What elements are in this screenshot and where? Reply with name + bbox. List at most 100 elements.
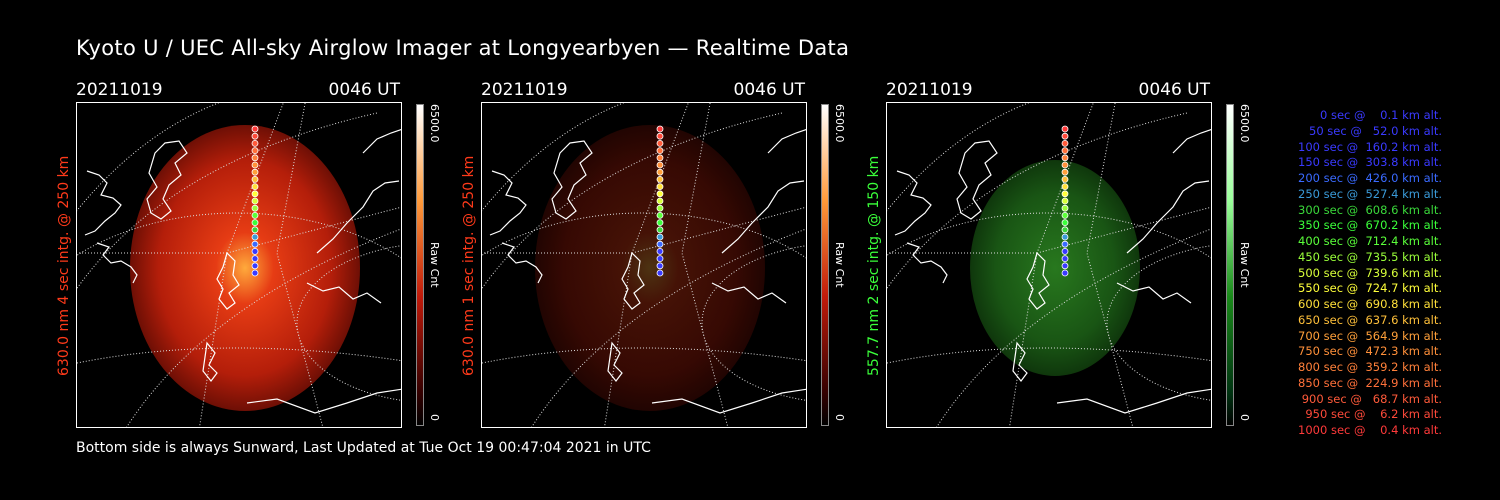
trajectory-point [251, 219, 259, 226]
trajectory-point [1061, 240, 1069, 248]
panel-3-colorbar [1226, 104, 1234, 426]
trajectory-point [656, 190, 664, 198]
panel-1-colorbar-min: 0 [428, 414, 441, 421]
trajectory-point [656, 183, 664, 190]
legend-row-8: 400 sec @ 712.4 km alt. [1298, 234, 1442, 248]
page-title: Kyoto U / UEC All-sky Airglow Imager at … [76, 36, 850, 60]
panel-1-plot [77, 103, 401, 427]
panel-2-colorbar-min: 0 [833, 414, 846, 421]
trajectory-point [1061, 247, 1069, 255]
trajectory-point [1061, 255, 1069, 263]
legend-row-16: 800 sec @ 359.2 km alt. [1298, 360, 1442, 374]
panel-2-time: 0046 UT [733, 80, 806, 100]
trajectory-point [251, 226, 259, 234]
trajectory-point [656, 226, 664, 234]
legend-row-0: 0 sec @ 0.1 km alt. [1319, 108, 1442, 122]
trajectory-point [251, 176, 259, 183]
trajectory-track [656, 125, 664, 277]
trajectory-point [1061, 125, 1069, 133]
legend-row-12: 600 sec @ 690.8 km alt. [1298, 297, 1442, 311]
trajectory-point [656, 240, 664, 248]
trajectory-point [1061, 176, 1069, 183]
trajectory-point [1061, 154, 1069, 162]
panel-3-time: 0046 UT [1138, 80, 1211, 100]
panel-1-colorbar-unit: Raw Cnt [428, 242, 441, 288]
legend-row-2: 100 sec @ 160.2 km alt. [1298, 139, 1442, 154]
panel-2-date: 20211019 [481, 80, 568, 100]
trajectory-point [251, 255, 259, 263]
trajectory-point [656, 233, 664, 241]
trajectory-point [251, 269, 259, 277]
legend-row-5: 250 sec @ 527.4 km alt. [1298, 186, 1442, 201]
trajectory-track [251, 125, 259, 277]
panel-2-colorbar-max: 6500.0 [833, 104, 846, 143]
trajectory-point [1061, 132, 1069, 140]
trajectory-point [251, 212, 259, 219]
trajectory-point [1061, 197, 1069, 205]
panel-2-colorbar-unit: Raw Cnt [833, 242, 846, 288]
panel-1-side-label: 630.0 nm 4 sec intg. @ 250 km [56, 155, 72, 376]
trajectory-point [251, 262, 259, 270]
trajectory-point [251, 190, 259, 198]
trajectory-point [656, 161, 664, 169]
legend-row-19: 950 sec @ 6.2 km alt. [1305, 407, 1442, 422]
panel-3-plot [887, 103, 1211, 427]
trajectory-point [1061, 161, 1069, 169]
trajectory-point [656, 269, 664, 277]
trajectory-point [656, 212, 664, 219]
trajectory-point [1061, 190, 1069, 198]
trajectory-point [656, 219, 664, 226]
legend-row-7: 350 sec @ 670.2 km alt. [1298, 218, 1442, 233]
trajectory-point [656, 262, 664, 270]
legend-row-15: 750 sec @ 472.3 km alt. [1298, 344, 1442, 359]
trajectory-point [1061, 183, 1069, 190]
trajectory-legend: 0 sec @ 0.1 km alt. 50 sec @ 52.0 km alt… [1262, 108, 1442, 439]
trajectory-point [1061, 147, 1069, 154]
coastline-map [894, 129, 1211, 414]
panel-1-image [76, 102, 402, 428]
trajectory-point [656, 197, 664, 205]
panel-3-colorbar-max: 6500.0 [1238, 104, 1251, 143]
trajectory-point [251, 197, 259, 205]
trajectory-point [251, 140, 259, 147]
trajectory-point [656, 168, 664, 176]
panel-3-image [886, 102, 1212, 428]
panel-2-image [481, 102, 807, 428]
airglow-disc [970, 160, 1140, 376]
legend-row-1: 50 sec @ 52.0 km alt. [1309, 123, 1442, 138]
airglow-disc [535, 125, 765, 411]
panel-1-colorbar-max: 6500.0 [428, 104, 441, 143]
trajectory-point [656, 132, 664, 140]
trajectory-point [1061, 226, 1069, 234]
coastline-map [84, 129, 401, 414]
panel-1-date: 20211019 [76, 80, 163, 100]
trajectory-point [1061, 168, 1069, 176]
legend-row-10: 500 sec @ 739.6 km alt. [1298, 265, 1442, 280]
trajectory-point [1061, 219, 1069, 226]
trajectory-point [251, 204, 259, 212]
trajectory-point [656, 176, 664, 183]
legend-row-11: 550 sec @ 724.7 km alt. [1298, 281, 1442, 296]
trajectory-point [251, 154, 259, 162]
trajectory-point [1061, 262, 1069, 270]
trajectory-point [656, 140, 664, 147]
trajectory-track [1061, 125, 1069, 277]
trajectory-point [656, 247, 664, 255]
trajectory-point [251, 233, 259, 241]
trajectory-point [251, 240, 259, 248]
trajectory-point [1061, 212, 1069, 219]
trajectory-point [1061, 140, 1069, 147]
trajectory-point [656, 125, 664, 133]
trajectory-point [1061, 233, 1069, 241]
panel-3-date: 20211019 [886, 80, 973, 100]
trajectory-point [656, 255, 664, 263]
panel-1-colorbar [416, 104, 424, 426]
legend-row-20: 1000 sec @ 0.4 km alt. [1298, 423, 1442, 437]
trajectory-point [656, 204, 664, 212]
trajectory-point [251, 247, 259, 255]
legend-row-14: 700 sec @ 564.9 km alt. [1298, 328, 1442, 343]
panel-2-side-label: 630.0 nm 1 sec intg. @ 250 km [461, 155, 477, 376]
panel-3-colorbar-min: 0 [1238, 414, 1251, 421]
panel-3-side-label: 557.7 nm 2 sec intg. @ 150 km [866, 155, 882, 376]
trajectory-point [251, 161, 259, 169]
